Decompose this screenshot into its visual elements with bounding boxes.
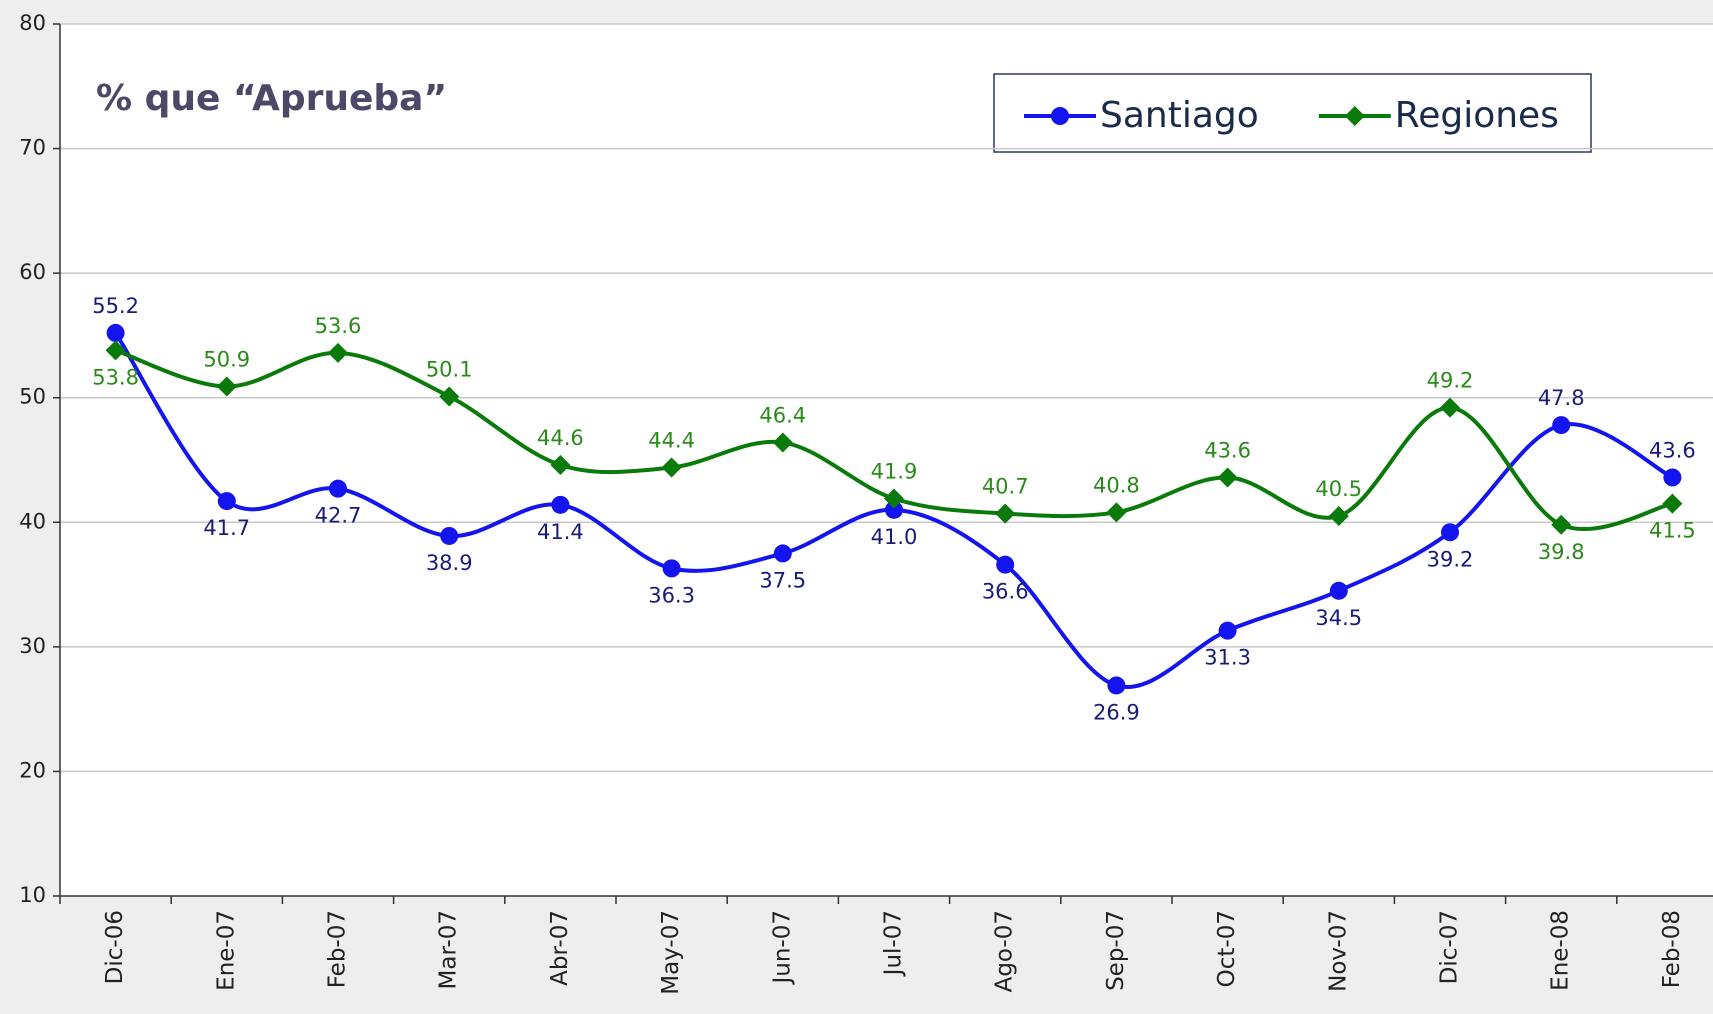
data-label: 53.6 xyxy=(315,314,362,338)
point xyxy=(1218,621,1237,640)
x-tick-label: Mar-07 xyxy=(436,910,462,990)
data-label: 36.3 xyxy=(648,583,695,607)
point xyxy=(662,559,681,578)
point xyxy=(550,454,571,475)
data-label: 26.9 xyxy=(1093,700,1140,724)
plot-area xyxy=(60,24,1713,896)
data-label: 43.6 xyxy=(1649,438,1696,462)
data-label: 47.8 xyxy=(1538,386,1585,410)
data-label: 41.4 xyxy=(537,520,584,544)
x-tick-label: Dic-07 xyxy=(1437,910,1463,984)
point xyxy=(885,500,903,519)
data-label: 36.6 xyxy=(982,580,1029,604)
data-label: 41.5 xyxy=(1649,519,1696,543)
data-label: 46.4 xyxy=(759,404,806,428)
point xyxy=(1107,676,1126,695)
y-tick-label: 30 xyxy=(19,634,46,658)
x-tick-label: Ene-08 xyxy=(1548,910,1574,991)
point xyxy=(1344,106,1365,126)
point xyxy=(551,495,570,514)
point xyxy=(1552,416,1571,435)
data-label: 41.9 xyxy=(871,460,918,484)
point xyxy=(217,492,236,511)
point xyxy=(1106,502,1127,523)
data-label: 42.7 xyxy=(315,504,362,528)
data-label: 50.1 xyxy=(426,357,473,381)
point xyxy=(216,376,237,397)
legend-label: Regiones xyxy=(1395,95,1559,136)
point xyxy=(884,488,904,509)
data-label: 34.5 xyxy=(1315,606,1362,630)
point xyxy=(106,323,125,342)
y-tick-label: 70 xyxy=(19,136,46,160)
data-label: 38.9 xyxy=(426,551,473,575)
y-tick-label: 40 xyxy=(19,509,46,533)
point xyxy=(440,526,459,545)
point xyxy=(661,457,682,478)
data-label: 40.7 xyxy=(982,475,1029,499)
point xyxy=(1051,107,1069,125)
point xyxy=(996,555,1015,574)
point xyxy=(1662,493,1683,514)
point xyxy=(1329,581,1348,600)
x-tick-label: Nov-07 xyxy=(1325,910,1351,992)
data-label: 37.5 xyxy=(759,568,806,592)
point xyxy=(1551,514,1572,535)
x-tick-label: Dic-06 xyxy=(102,910,128,984)
point xyxy=(772,432,793,453)
data-label: 50.9 xyxy=(203,348,250,372)
data-label: 31.3 xyxy=(1204,646,1251,670)
x-tick-label: Sep-07 xyxy=(1103,910,1129,991)
y-tick-label: 80 xyxy=(19,11,46,35)
point xyxy=(1440,397,1460,418)
x-tick-label: Ene-07 xyxy=(213,910,239,991)
x-tick-label: Jul-07 xyxy=(881,910,907,977)
point xyxy=(1663,468,1682,487)
point xyxy=(105,340,126,361)
point xyxy=(328,342,348,363)
x-tick-label: Feb-07 xyxy=(325,910,351,988)
x-tick-label: Jun-07 xyxy=(769,910,795,986)
series-line xyxy=(114,348,1673,532)
point xyxy=(1441,523,1459,542)
point xyxy=(995,503,1016,524)
y-tick-label: 60 xyxy=(19,260,46,284)
point xyxy=(773,544,792,563)
data-label: 44.6 xyxy=(537,426,584,450)
chart-title: % que “Aprueba” xyxy=(96,78,447,119)
data-label: 49.2 xyxy=(1427,369,1474,393)
x-tick-label: Feb-08 xyxy=(1659,910,1685,988)
data-label: 55.2 xyxy=(92,294,139,318)
point xyxy=(329,479,347,498)
data-label: 39.8 xyxy=(1538,540,1585,564)
data-label: 43.6 xyxy=(1204,438,1251,462)
data-label: 39.2 xyxy=(1427,547,1474,571)
point xyxy=(1217,467,1238,488)
data-label: 40.8 xyxy=(1093,473,1140,497)
data-label: 44.4 xyxy=(648,428,695,452)
x-tick-label: Oct-07 xyxy=(1214,910,1240,987)
y-tick-label: 50 xyxy=(19,385,46,409)
data-label: 40.5 xyxy=(1315,477,1362,501)
x-tick-label: May-07 xyxy=(658,910,684,995)
data-label: 41.7 xyxy=(203,516,250,540)
legend-label: Santiago xyxy=(1100,95,1259,136)
point xyxy=(439,386,460,407)
y-tick-label: 10 xyxy=(19,883,46,907)
x-tick-label: Abr-07 xyxy=(547,910,573,986)
data-label: 53.8 xyxy=(92,365,139,389)
legend-box xyxy=(993,73,1592,153)
point xyxy=(1328,506,1349,527)
x-tick-label: Ago-07 xyxy=(992,910,1018,992)
y-tick-label: 20 xyxy=(19,758,46,782)
data-label: 41.0 xyxy=(871,525,918,549)
